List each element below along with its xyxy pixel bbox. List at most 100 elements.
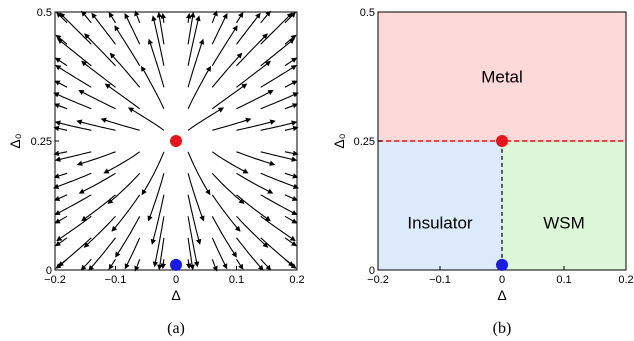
stream-line xyxy=(134,259,141,272)
panel-a-x-tick-label: −0.1 xyxy=(105,274,127,286)
panel-a: −0.2 −0.1 0 0.1 0.2 0 0.25 0.5 Δ Δ₀ (a) xyxy=(7,7,305,337)
stream-line xyxy=(141,151,165,196)
stream-line xyxy=(236,12,261,45)
stream-line xyxy=(81,60,116,88)
stream-line xyxy=(147,38,165,88)
panel-a-y-tick-label: 0.25 xyxy=(31,136,52,148)
stream-line xyxy=(160,12,167,23)
stream-line xyxy=(91,12,116,45)
stream-line xyxy=(54,237,68,247)
stream-line xyxy=(236,194,271,222)
stream-line xyxy=(211,25,238,67)
panel-b-y-ticks: 0 0.25 0.5 xyxy=(354,7,382,277)
stream-line xyxy=(211,52,243,88)
stream-line xyxy=(211,172,245,205)
stream-line xyxy=(260,12,293,45)
stream-line xyxy=(284,194,298,201)
stream-line xyxy=(211,237,228,270)
stream-line xyxy=(211,216,237,258)
panel-b-y-tick-label: 0.25 xyxy=(354,136,375,148)
insulator-region xyxy=(378,141,502,270)
panel-b-x-ticks: −0.2 −0.1 0 0.1 0.2 xyxy=(367,266,634,286)
stream-line xyxy=(284,237,298,247)
stream-line xyxy=(100,117,140,131)
panel-b-x-tick-label: 0 xyxy=(499,274,505,286)
stream-line xyxy=(260,172,299,189)
stream-line xyxy=(103,151,141,174)
stream-line xyxy=(53,172,92,189)
stream-lines xyxy=(53,10,299,272)
panel-a-x-tick-label: 0.2 xyxy=(289,274,304,286)
panel-b-x-tick-label: 0.2 xyxy=(618,274,633,286)
metal-region xyxy=(378,12,626,141)
stream-line xyxy=(236,11,244,24)
stream-line xyxy=(211,13,228,45)
stream-line xyxy=(157,237,165,271)
stream-line xyxy=(236,33,268,67)
stream-line xyxy=(56,215,92,242)
stream-line xyxy=(260,38,295,67)
stream-line xyxy=(185,12,192,23)
wsm-label: WSM xyxy=(543,214,585,233)
stream-line xyxy=(156,11,165,45)
stream-line xyxy=(107,172,141,205)
fixed-point-red xyxy=(496,135,508,147)
stream-line xyxy=(187,194,202,245)
stream-line xyxy=(211,83,248,110)
stream-line xyxy=(81,10,92,24)
stream-line xyxy=(260,10,271,24)
stream-line xyxy=(284,125,299,132)
stream-line xyxy=(187,237,195,271)
stream-line xyxy=(53,172,68,179)
fixed-point-red xyxy=(170,135,182,147)
stream-line xyxy=(187,107,224,131)
stream-line xyxy=(84,33,116,67)
panel-b: Metal Insulator WSM −0.2 −0.1 0 0.1 0.2 0 0.2… xyxy=(331,7,634,337)
stream-line xyxy=(260,194,298,216)
panel-b-y-axis-label: Δ₀ xyxy=(331,133,347,148)
stream-line xyxy=(284,150,299,157)
stream-line xyxy=(284,34,297,45)
panel-a-caption: (a) xyxy=(167,320,185,337)
stream-line xyxy=(284,103,299,110)
wsm-region xyxy=(502,141,626,270)
stream-line xyxy=(108,11,116,24)
stream-line xyxy=(150,194,165,245)
stream-line xyxy=(260,64,297,88)
stream-line xyxy=(284,215,298,224)
stream-line xyxy=(260,151,298,162)
stream-line xyxy=(53,92,92,110)
stream-line xyxy=(284,172,299,179)
panel-b-caption: (b) xyxy=(493,320,512,337)
stream-line xyxy=(236,60,271,88)
stream-line xyxy=(78,172,116,194)
stream-line xyxy=(284,12,296,24)
stream-line xyxy=(260,120,298,131)
stream-line xyxy=(187,15,201,66)
stream-line xyxy=(151,15,165,66)
panel-a-y-axis-label: Δ₀ xyxy=(7,133,23,148)
stream-line xyxy=(59,12,92,45)
stream-line xyxy=(187,216,200,268)
stream-line xyxy=(160,259,167,270)
stream-line xyxy=(187,65,212,110)
stream-line xyxy=(236,258,244,270)
stream-line xyxy=(54,215,68,224)
stream-line xyxy=(140,65,165,110)
panel-a-x-tick-label: 0.1 xyxy=(229,274,244,286)
stream-line xyxy=(83,215,116,248)
metal-label: Metal xyxy=(481,68,523,87)
stream-line xyxy=(147,173,165,222)
stream-line xyxy=(236,237,264,271)
stream-line xyxy=(58,237,92,267)
fixed-point-blue xyxy=(170,258,182,271)
stream-line xyxy=(54,194,92,216)
stream-line xyxy=(114,25,141,67)
stream-line xyxy=(152,216,165,268)
panel-a-x-tick-label: 0 xyxy=(173,274,179,286)
stream-line xyxy=(80,258,92,271)
stream-line xyxy=(187,38,205,88)
stream-line xyxy=(284,57,298,67)
stream-line xyxy=(236,172,274,194)
stream-line xyxy=(236,215,269,248)
